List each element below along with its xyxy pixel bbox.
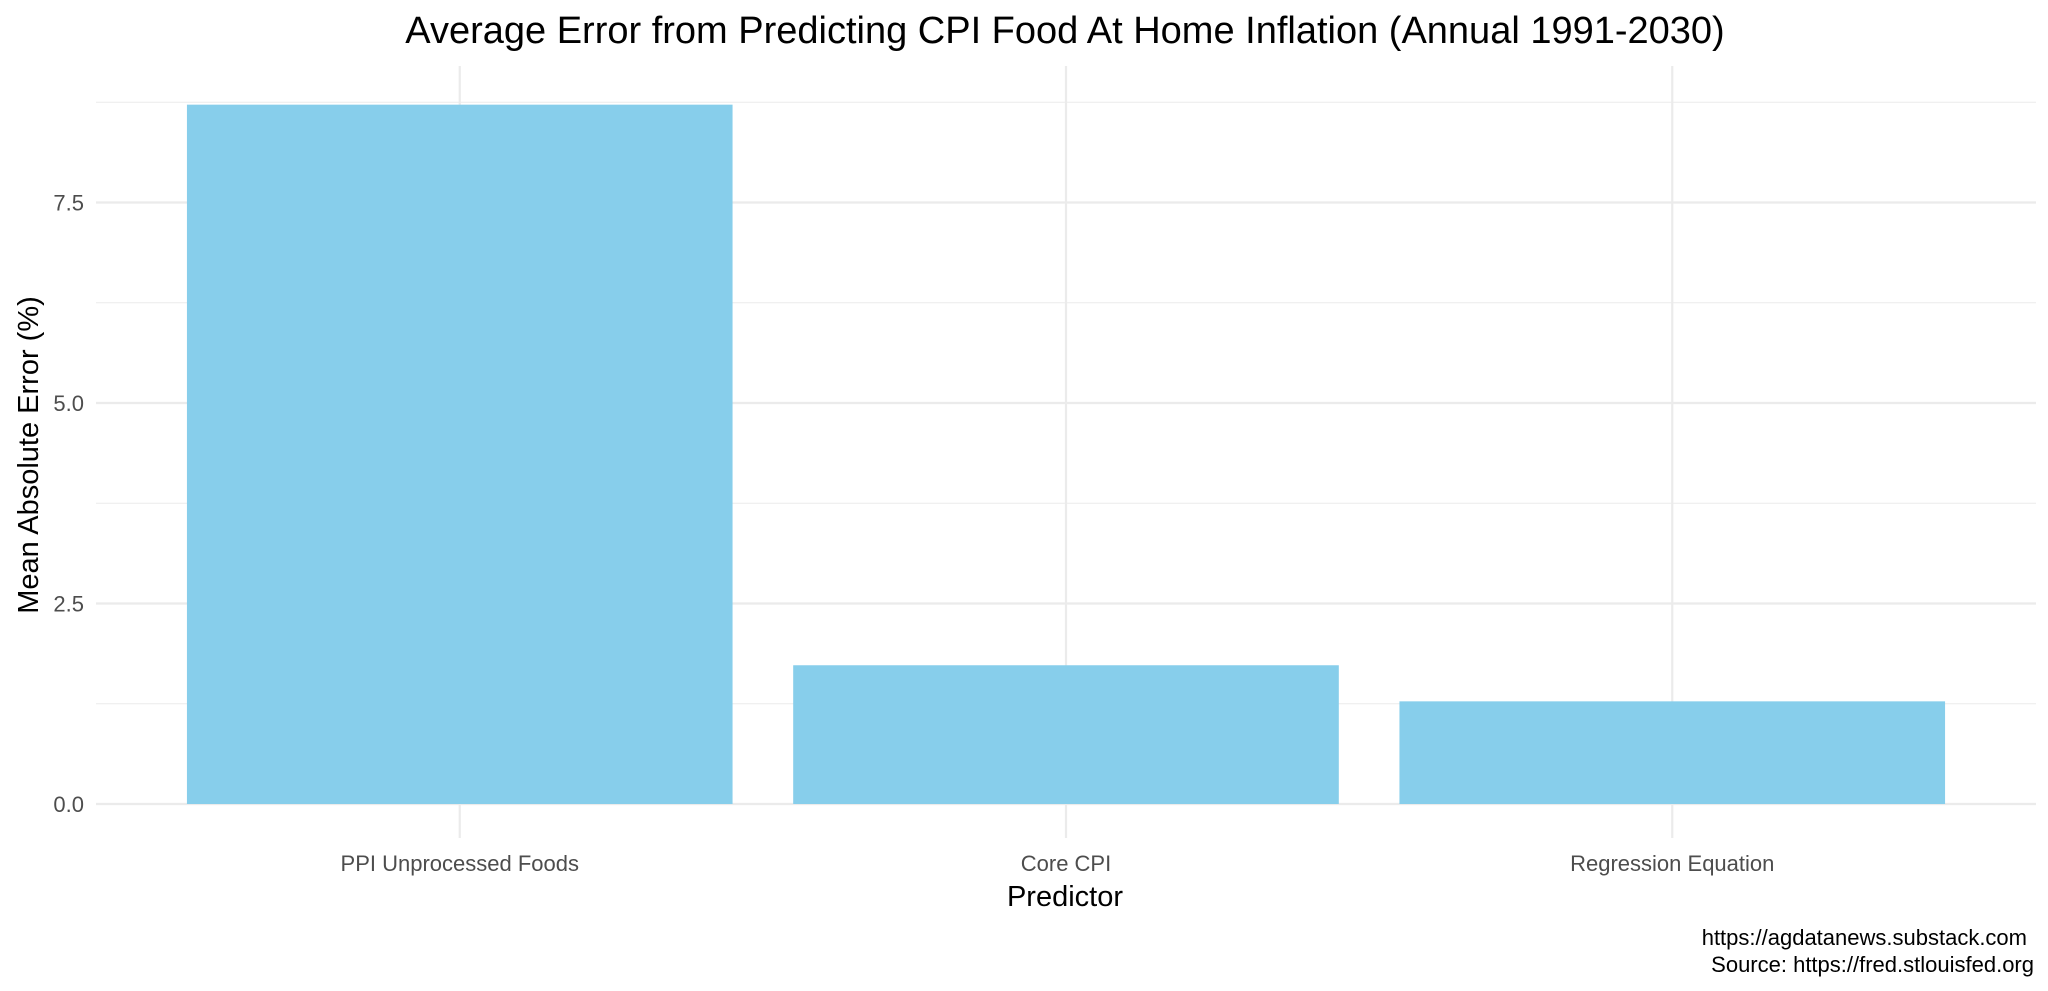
x-tick-label: Regression Equation (1570, 851, 1774, 876)
x-axis-ticks: PPI Unprocessed Foods Core CPI Regression … (341, 851, 1775, 876)
y-tick-label: 7.5 (53, 191, 84, 216)
y-tick-label: 5.0 (53, 391, 84, 416)
bar (793, 665, 1339, 804)
y-axis-ticks: 0.0 2.5 5.0 7.5 (53, 191, 84, 818)
caption-url: https://agdatanews.substack.com (1702, 925, 2027, 950)
bar (1399, 701, 1946, 804)
x-axis-title: Predictor (1007, 881, 1123, 913)
y-tick-label: 0.0 (53, 792, 84, 817)
y-tick-label: 2.5 (53, 592, 84, 617)
x-tick-label: Core CPI (1021, 851, 1111, 876)
bars (186, 104, 1946, 804)
caption-source: Source: https://fred.stlouisfed.org (1711, 952, 2034, 977)
x-tick-label: PPI Unprocessed Foods (341, 851, 579, 876)
chart-title: Average Error from Predicting CPI Food A… (405, 10, 1724, 52)
bar (186, 104, 733, 804)
y-axis-title: Mean Absolute Error (%) (13, 296, 45, 614)
